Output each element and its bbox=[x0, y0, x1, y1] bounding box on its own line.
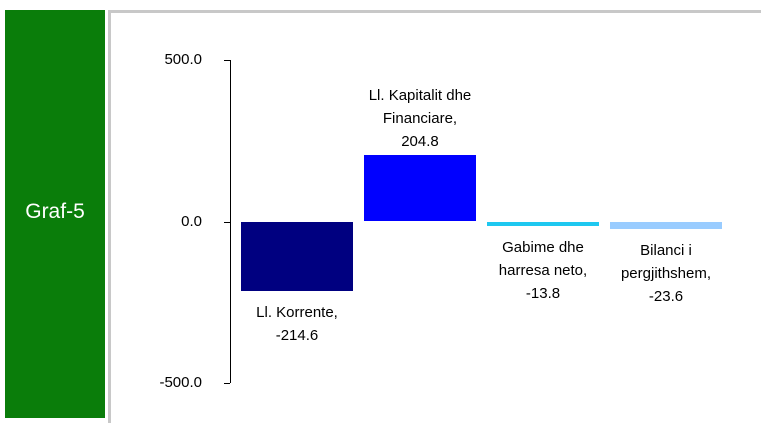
data-label: Ll. Kapitalit dhe Financiare, 204.8 bbox=[368, 87, 472, 151]
tick-mark bbox=[224, 221, 230, 223]
data-label: Bilanci i pergjithshem, -23.6 bbox=[620, 242, 712, 306]
chart-title: Graf-5 bbox=[25, 200, 85, 223]
y-axis bbox=[230, 60, 231, 383]
tick-mark bbox=[224, 60, 230, 61]
sidebar: Graf-5 bbox=[5, 10, 105, 418]
data-label: Ll. Korrente, -214.6 bbox=[256, 303, 338, 344]
y-tick-label: -500.0 bbox=[159, 374, 202, 391]
bar bbox=[487, 221, 599, 226]
tick-mark bbox=[224, 383, 230, 384]
bar bbox=[610, 221, 722, 230]
y-tick-label: 500.0 bbox=[164, 51, 202, 68]
bar bbox=[364, 155, 476, 222]
y-tick-label: 0.0 bbox=[181, 212, 202, 230]
bar bbox=[241, 221, 353, 291]
data-label: Gabime dhe harresa neto, -13.8 bbox=[498, 238, 588, 302]
chart-panel bbox=[108, 10, 761, 423]
